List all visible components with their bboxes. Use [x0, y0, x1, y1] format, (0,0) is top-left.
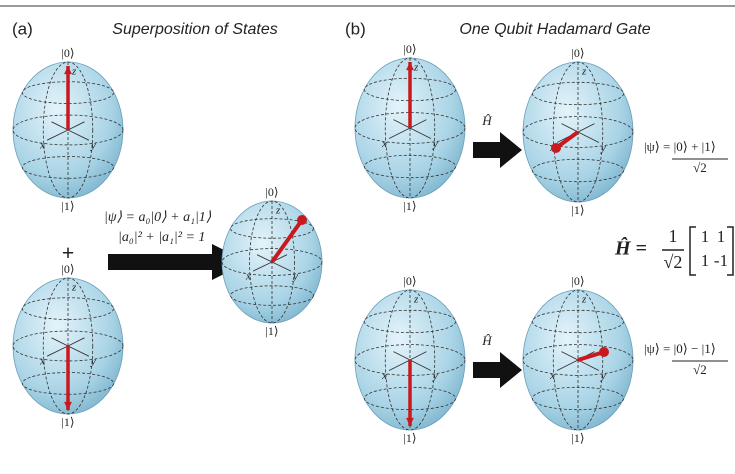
state-denominator: √2 — [693, 362, 707, 377]
state-label: |0⟩ — [61, 262, 74, 276]
axis-label: y — [432, 138, 438, 150]
axis-label: x — [381, 138, 387, 150]
axis-label: y — [90, 356, 96, 368]
axis-label: z — [275, 205, 281, 217]
panel-label: (b) — [345, 19, 366, 38]
vector-tip — [551, 143, 561, 153]
state-label: |0⟩ — [403, 274, 416, 288]
state-label: |0⟩ — [265, 185, 278, 199]
arrow — [473, 352, 522, 388]
gate-label: Ĥ — [481, 333, 492, 348]
equation: |ψ⟩ = a₀|0⟩ + a₁|1⟩ — [104, 210, 212, 225]
state-label: |0⟩ — [61, 46, 74, 60]
matrix-entry: -1 — [714, 251, 728, 270]
matrix-entry: 1 — [701, 227, 710, 246]
axis-label: z — [71, 282, 77, 294]
gate-label: Ĥ — [481, 113, 492, 128]
state-label: |1⟩ — [571, 203, 584, 217]
figure: (a) Superposition of States (b) One Qubi… — [0, 0, 735, 474]
axis-label: z — [413, 62, 419, 74]
state-label: |1⟩ — [571, 431, 584, 445]
state-label: |0⟩ — [403, 42, 416, 56]
matrix-entry: 1 — [701, 251, 710, 270]
axis-label: y — [432, 370, 438, 382]
axis-label: y — [292, 271, 298, 283]
state-numerator: |ψ⟩ = |0⟩ − |1⟩ — [644, 341, 716, 356]
vector-tip — [297, 215, 307, 225]
state-label: |0⟩ — [571, 46, 584, 60]
state-numerator: |ψ⟩ = |0⟩ + |1⟩ — [644, 139, 716, 154]
vector-tip — [599, 347, 609, 357]
axis-label: x — [39, 356, 45, 368]
panel-title: One Qubit Hadamard Gate — [459, 21, 650, 38]
axis-label: x — [39, 140, 45, 152]
axis-label: z — [413, 294, 419, 306]
state-label: |1⟩ — [61, 415, 74, 429]
state-label: |1⟩ — [265, 324, 278, 338]
axis-label: y — [600, 142, 606, 154]
axis-label: z — [71, 66, 77, 78]
matrix-lhs: Ĥ = — [614, 236, 647, 260]
axis-label: y — [90, 140, 96, 152]
axis-label: z — [581, 66, 587, 78]
matrix-numerator: 1 — [669, 226, 678, 246]
state-label: |1⟩ — [61, 199, 74, 213]
state-label: |1⟩ — [403, 199, 416, 213]
matrix-entry: 1 — [717, 227, 726, 246]
axis-label: x — [245, 271, 251, 283]
matrix-denominator: √2 — [664, 252, 683, 272]
normalization: |a₀|² + |a₁|² = 1 — [118, 230, 205, 245]
axis-label: y — [600, 370, 606, 382]
panel-title: Superposition of States — [112, 21, 277, 38]
axis-label: x — [381, 370, 387, 382]
state-denominator: √2 — [693, 160, 707, 175]
panel-label: (a) — [12, 19, 33, 38]
axis-label: z — [581, 294, 587, 306]
state-label: |0⟩ — [571, 274, 584, 288]
axis-label: x — [549, 370, 555, 382]
arrow — [473, 132, 522, 168]
state-label: |1⟩ — [403, 431, 416, 445]
